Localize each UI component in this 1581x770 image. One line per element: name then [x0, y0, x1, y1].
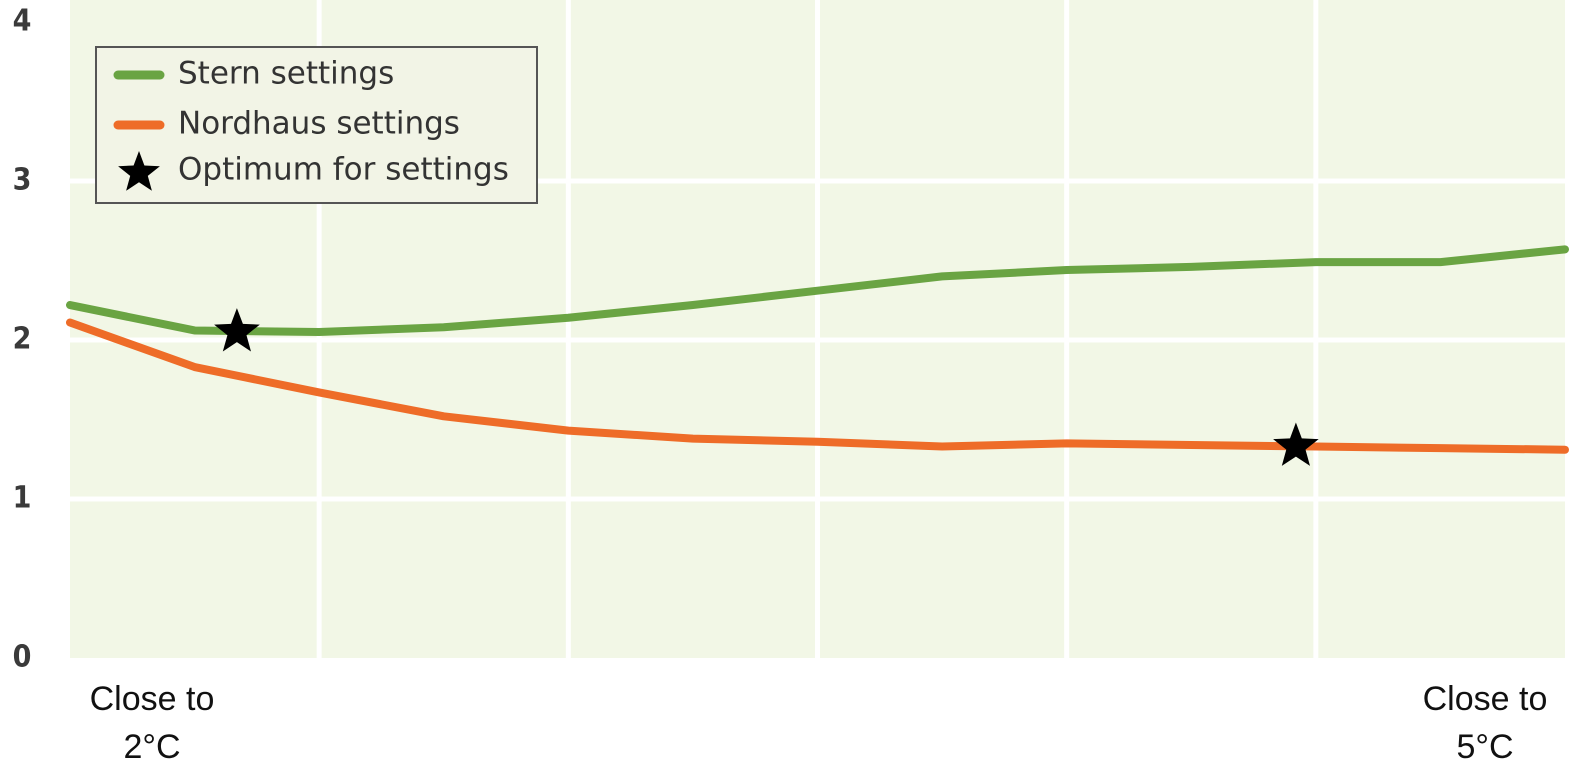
y-tick-label: 3 — [13, 163, 32, 198]
series-line — [66, 245, 1569, 337]
legend-star — [118, 151, 160, 191]
x-end-label: Close to — [90, 680, 215, 718]
x-end-label: 5°C — [1456, 728, 1513, 766]
legend: Stern settings Nordhaus settings Optimum f… — [95, 46, 538, 204]
y-tick-label: 4 — [13, 4, 32, 39]
y-tick-label: 2 — [13, 322, 32, 357]
legend-label: Stern settings — [178, 56, 394, 92]
optimum-star — [1273, 422, 1319, 466]
x-end-label: 2°C — [123, 728, 180, 766]
legend-label: Nordhaus settings — [178, 106, 460, 142]
legend-label: Optimum for settings — [178, 152, 509, 188]
series-line — [66, 318, 1569, 454]
y-tick-label: 1 — [13, 481, 32, 516]
optimum-star — [214, 308, 260, 352]
y-tick-label: 0 — [13, 640, 32, 675]
legend-box — [95, 46, 538, 204]
x-end-label: Close to — [1423, 680, 1548, 718]
